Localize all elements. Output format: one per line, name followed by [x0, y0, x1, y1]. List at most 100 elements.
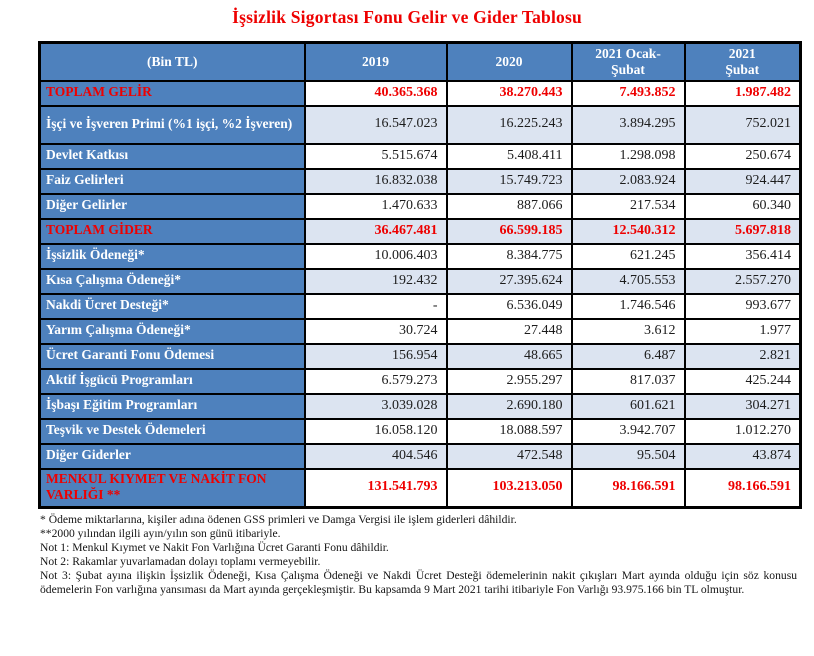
- column-header-2019: 2019: [303, 41, 448, 82]
- value-cell: 1.746.546: [570, 292, 686, 320]
- value-cell: 356.414: [683, 242, 802, 270]
- value-cell: 48.665: [445, 342, 573, 370]
- value-cell: 16.547.023: [303, 104, 448, 145]
- value-cell: 36.467.481: [303, 217, 448, 245]
- footnote-line: Not 2: Rakamlar yuvarlamadan dolayı topl…: [40, 555, 321, 569]
- value-cell: 4.705.553: [570, 267, 686, 295]
- column-header-2021-ocak-subat: 2021 Ocak- Şubat: [570, 41, 686, 82]
- value-cell: 1.987.482: [683, 79, 802, 107]
- value-cell: 1.977: [683, 317, 802, 345]
- value-cell: 3.894.295: [570, 104, 686, 145]
- value-cell: 15.749.723: [445, 167, 573, 195]
- page-title: İşsizlik Sigortası Fonu Gelir ve Gider T…: [232, 7, 582, 27]
- value-cell: 817.037: [570, 367, 686, 395]
- value-cell: 156.954: [303, 342, 448, 370]
- table-row: İşsizlik Ödeneği* 10.006.403 8.384.775 621.…: [38, 242, 802, 270]
- row-label: MENKUL KIYMET VE NAKİT FON VARLIĞI **: [38, 467, 306, 509]
- value-cell: 30.724: [303, 317, 448, 345]
- table-row: İşçi ve İşveren Primi (%1 işçi, %2 İşver…: [38, 104, 802, 145]
- value-cell: 425.244: [683, 367, 802, 395]
- value-cell: 98.166.591: [570, 467, 686, 509]
- row-label: İşsizlik Ödeneği*: [38, 242, 306, 270]
- value-cell: 1.012.270: [683, 417, 802, 445]
- table-row: Diğer Gelirler 1.470.633 887.066 217.534 60.…: [38, 192, 802, 220]
- column-header-2020: 2020: [445, 41, 573, 82]
- table-header: (Bin TL) 2019 2020 2021 Ocak- Şubat 2021…: [38, 41, 802, 82]
- value-cell: 3.612: [570, 317, 686, 345]
- row-label: Teşvik ve Destek Ödemeleri: [38, 417, 306, 445]
- value-cell: -: [303, 292, 448, 320]
- footnote-line: Not 3: Şubat ayına ilişkin İşsizlik Öden…: [40, 569, 797, 597]
- value-cell: 6.536.049: [445, 292, 573, 320]
- table-row: Teşvik ve Destek Ödemeleri 16.058.120 18.0…: [38, 417, 802, 445]
- row-label: TOPLAM GİDER: [38, 217, 306, 245]
- row-label: Devlet Katkısı: [38, 142, 306, 170]
- value-cell: 5.515.674: [303, 142, 448, 170]
- footnote-line: Not 1: Menkul Kıymet ve Nakit Fon Varlığ…: [40, 541, 389, 555]
- table-row: Yarım Çalışma Ödeneği* 30.724 27.448 3.612 1…: [38, 317, 802, 345]
- value-cell: 3.039.028: [303, 392, 448, 420]
- value-cell: 304.271: [683, 392, 802, 420]
- value-cell: 6.579.273: [303, 367, 448, 395]
- value-cell: 16.058.120: [303, 417, 448, 445]
- value-cell: 2.690.180: [445, 392, 573, 420]
- table-row: Nakdi Ücret Desteği* -6.536.049 1.746.546 9…: [38, 292, 802, 320]
- table-row: TOPLAM GELİR 40.365.368 38.270.443 7.493.85…: [38, 79, 802, 107]
- value-cell: 18.088.597: [445, 417, 573, 445]
- header-row: (Bin TL) 2019 2020 2021 Ocak- Şubat 2021…: [38, 41, 802, 82]
- footnotes: * Ödeme miktarlarına, kişiler adına öden…: [40, 513, 797, 597]
- value-cell: 2.557.270: [683, 267, 802, 295]
- table-row: İşbaşı Eğitim Programları 3.039.028 2.690.…: [38, 392, 802, 420]
- row-label: Yarım Çalışma Ödeneği*: [38, 317, 306, 345]
- table-row: MENKUL KIYMET VE NAKİT FON VARLIĞI ** 131…: [38, 467, 802, 509]
- value-cell: 16.832.038: [303, 167, 448, 195]
- row-label: Diğer Gelirler: [38, 192, 306, 220]
- table-row: TOPLAM GİDER 36.467.481 66.599.185 12.540.3…: [38, 217, 802, 245]
- value-cell: 250.674: [683, 142, 802, 170]
- value-cell: 2.955.297: [445, 367, 573, 395]
- value-cell: 38.270.443: [445, 79, 573, 107]
- value-cell: 27.395.624: [445, 267, 573, 295]
- table-row: Ücret Garanti Fonu Ödemesi 156.954 48.665 6…: [38, 342, 802, 370]
- value-cell: 8.384.775: [445, 242, 573, 270]
- row-label: Ücret Garanti Fonu Ödemesi: [38, 342, 306, 370]
- table-row: Kısa Çalışma Ödeneği* 192.432 27.395.624 4.…: [38, 267, 802, 295]
- fund-income-expense-table: (Bin TL) 2019 2020 2021 Ocak- Şubat 2021…: [38, 41, 802, 510]
- value-cell: 887.066: [445, 192, 573, 220]
- row-label: Faiz Gelirleri: [38, 167, 306, 195]
- column-header-bin-tl: (Bin TL): [38, 41, 306, 82]
- table-body: TOPLAM GELİR 40.365.368 38.270.443 7.493.85…: [38, 79, 802, 509]
- row-label: İşbaşı Eğitim Programları: [38, 392, 306, 420]
- row-label: İşçi ve İşveren Primi (%1 işçi, %2 İşver…: [38, 104, 306, 145]
- value-cell: 43.874: [683, 442, 802, 470]
- value-cell: 131.541.793: [303, 467, 448, 509]
- value-cell: 5.697.818: [683, 217, 802, 245]
- value-cell: 16.225.243: [445, 104, 573, 145]
- value-cell: 1.298.098: [570, 142, 686, 170]
- value-cell: 1.470.633: [303, 192, 448, 220]
- value-cell: 993.677: [683, 292, 802, 320]
- value-cell: 752.021: [683, 104, 802, 145]
- row-label: Aktif İşgücü Programları: [38, 367, 306, 395]
- value-cell: 404.546: [303, 442, 448, 470]
- value-cell: 10.006.403: [303, 242, 448, 270]
- value-cell: 66.599.185: [445, 217, 573, 245]
- value-cell: 2.821: [683, 342, 802, 370]
- value-cell: 601.621: [570, 392, 686, 420]
- table-row: Faiz Gelirleri 16.832.038 15.749.723 2.083.…: [38, 167, 802, 195]
- value-cell: 6.487: [570, 342, 686, 370]
- value-cell: 192.432: [303, 267, 448, 295]
- value-cell: 7.493.852: [570, 79, 686, 107]
- column-header-2021-subat: 2021 Şubat: [683, 41, 802, 82]
- value-cell: 27.448: [445, 317, 573, 345]
- value-cell: 95.504: [570, 442, 686, 470]
- value-cell: 472.548: [445, 442, 573, 470]
- row-label: Nakdi Ücret Desteği*: [38, 292, 306, 320]
- row-label: Diğer Giderler: [38, 442, 306, 470]
- value-cell: 217.534: [570, 192, 686, 220]
- footnote-line: * Ödeme miktarlarına, kişiler adına öden…: [40, 513, 517, 527]
- value-cell: 40.365.368: [303, 79, 448, 107]
- table-row: Diğer Giderler 404.546 472.548 95.504 43.874: [38, 442, 802, 470]
- table-row: Aktif İşgücü Programları 6.579.273 2.955.2…: [38, 367, 802, 395]
